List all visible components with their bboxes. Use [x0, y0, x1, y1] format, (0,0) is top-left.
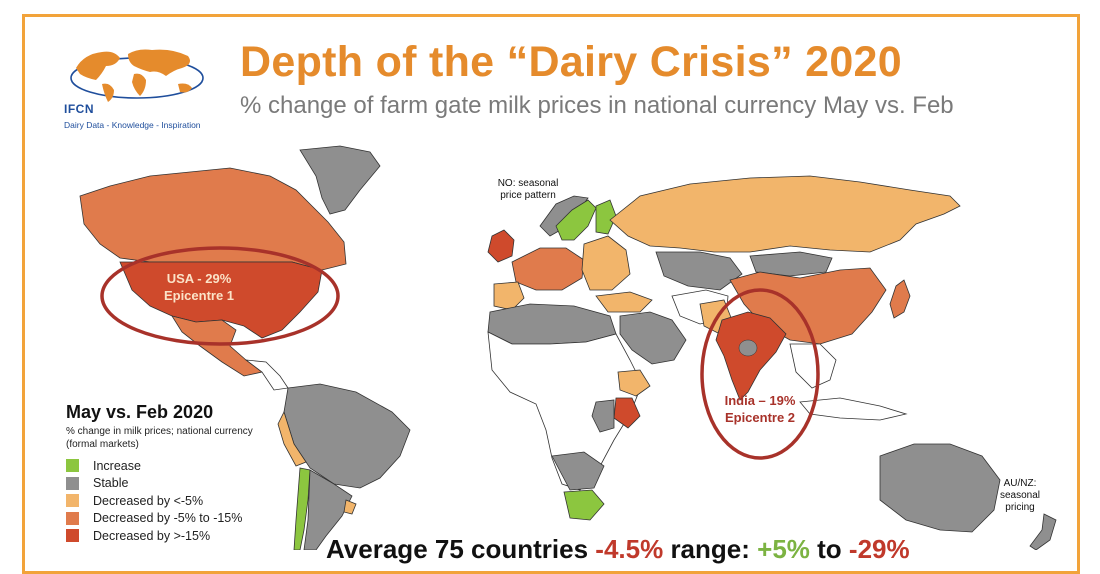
legend-item: Stable — [66, 475, 276, 493]
legend-swatch — [66, 459, 79, 473]
region-eastern-europe — [581, 235, 631, 291]
region-western-europe — [511, 247, 585, 291]
region-middle-east — [619, 311, 687, 365]
region-india — [715, 311, 787, 401]
region-sweden — [555, 199, 597, 241]
region-australia — [879, 443, 1001, 533]
region-southeast-asia — [789, 343, 837, 389]
region-south-africa — [563, 489, 605, 521]
legend-label: Increase — [93, 458, 141, 473]
region-uruguay — [343, 499, 357, 515]
region-turkey — [595, 291, 653, 313]
region-southern-africa — [551, 451, 605, 491]
legend-item: Decreased by -5% to -15% — [66, 510, 276, 528]
legend-swatch — [66, 511, 79, 525]
legend-label: Decreased by >-15% — [93, 528, 211, 543]
region-peru — [277, 410, 307, 467]
legend-swatch — [66, 476, 79, 490]
region-central-africa — [487, 331, 643, 491]
legend-swatch — [66, 529, 79, 543]
region-north-africa — [487, 303, 617, 345]
region-india-stable-patch — [738, 339, 758, 357]
region-east-africa-stable — [591, 399, 615, 433]
legend-label: Decreased by <-5% — [93, 493, 204, 508]
range-word: range: — [670, 534, 750, 564]
logo-name: IFCN — [64, 102, 94, 116]
legend-label: Stable — [93, 476, 129, 491]
usa-epicentre-ring — [100, 246, 340, 346]
range-high: -29% — [848, 534, 910, 564]
logo-tagline: Dairy Data - Knowledge - Inspiration — [64, 120, 201, 130]
region-ethiopia — [617, 369, 651, 397]
norway-note: NO: seasonal price pattern — [497, 178, 559, 201]
region-japan — [889, 279, 911, 319]
oceania-note: AU/NZ: seasonal pricing — [999, 478, 1041, 513]
region-uk-ireland — [487, 229, 515, 263]
average-value: -4.5% — [595, 534, 664, 564]
india-callout: India – 19% Epicentre 2 — [724, 393, 796, 425]
region-finland — [595, 199, 617, 235]
region-usa — [119, 261, 323, 339]
region-indonesia — [799, 397, 908, 421]
page-subtitle: % change of farm gate milk prices in nat… — [240, 92, 954, 119]
region-new-zealand — [1029, 513, 1057, 550]
average-prefix: Average 75 countries — [326, 534, 589, 564]
page-title: Depth of the “Dairy Crisis” 2020 — [240, 38, 902, 86]
legend-item: Decreased by >-15% — [66, 527, 276, 545]
region-mongolia — [749, 251, 833, 277]
region-iberia — [493, 281, 525, 311]
world-map — [79, 145, 1057, 550]
legend-items: Increase Stable Decreased by <-5% Decrea… — [66, 457, 276, 545]
range-to: to — [817, 534, 842, 564]
region-kazakhstan — [655, 251, 743, 291]
region-canada — [79, 167, 347, 271]
legend-label: Decreased by -5% to -15% — [93, 511, 243, 526]
legend-item: Increase — [66, 457, 276, 475]
region-greenland — [299, 145, 381, 215]
map-legend: May vs. Feb 2020 % change in milk prices… — [66, 402, 276, 545]
india-epicentre-ring — [700, 288, 820, 460]
legend-title: May vs. Feb 2020 — [66, 402, 214, 422]
legend-subtitle: % change in milk prices; national curren… — [66, 426, 253, 450]
region-argentina — [303, 469, 353, 550]
region-central-america — [244, 359, 289, 391]
range-low: +5% — [757, 534, 810, 564]
legend-swatch — [66, 494, 79, 508]
ifcn-globe-logo-icon — [70, 49, 204, 102]
usa-callout: USA - 29% Epicentre 1 — [163, 271, 235, 303]
legend-item: Decreased by <-5% — [66, 492, 276, 510]
region-russia — [609, 175, 961, 253]
